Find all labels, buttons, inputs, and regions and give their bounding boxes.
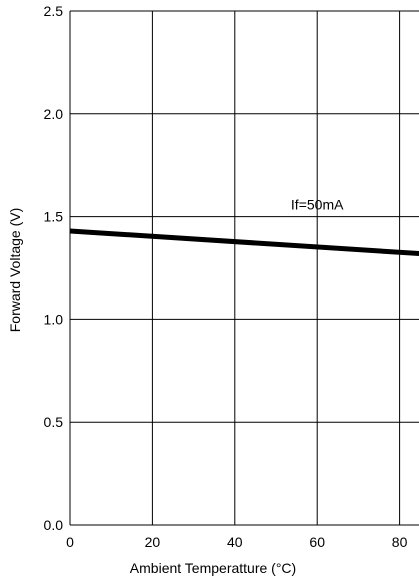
y-tick-label: 1.0 bbox=[44, 311, 64, 327]
x-tick-label: 0 bbox=[66, 534, 74, 550]
x-tick-label: 40 bbox=[227, 534, 243, 550]
series-lines bbox=[69, 228, 419, 257]
tick-labels: 0.0 0.5 1.0 1.5 2.0 2.5 0 20 40 60 80 bbox=[44, 3, 408, 550]
x-axis-label: Ambient Temperatture (°C) bbox=[130, 560, 296, 576]
y-axis-label: Forward Voltage (V) bbox=[7, 208, 23, 333]
y-tick-label: 0.0 bbox=[44, 517, 64, 533]
x-tick-label: 20 bbox=[145, 534, 161, 550]
series-line bbox=[69, 228, 419, 257]
y-tick-label: 2.0 bbox=[44, 106, 64, 122]
y-tick-label: 0.5 bbox=[44, 414, 64, 430]
x-tick-label: 80 bbox=[392, 534, 408, 550]
x-tick-label: 60 bbox=[309, 534, 325, 550]
y-tick-label: 2.5 bbox=[44, 3, 64, 19]
y-tick-label: 1.5 bbox=[44, 209, 64, 225]
annotations: If=50mA bbox=[291, 196, 344, 212]
series-annotation: If=50mA bbox=[291, 196, 344, 212]
grid bbox=[69, 10, 419, 526]
